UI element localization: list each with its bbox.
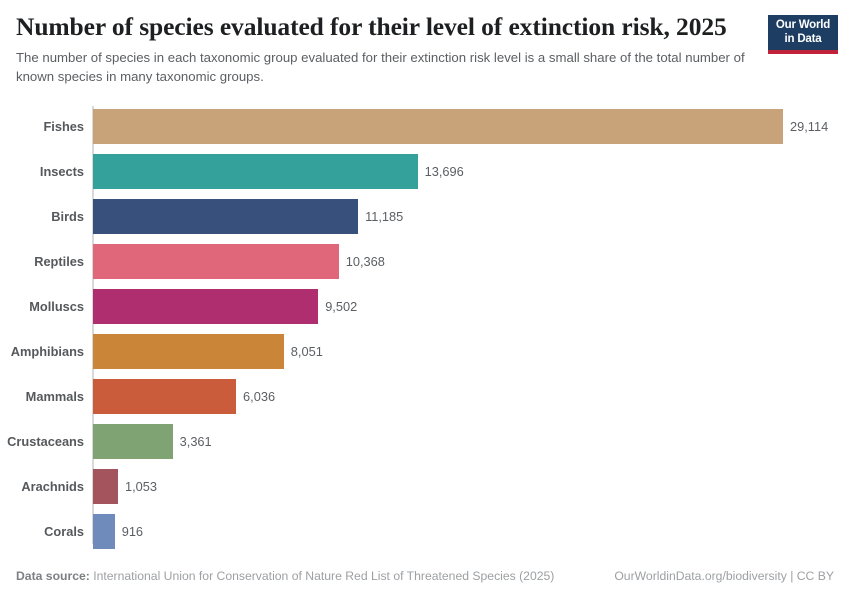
bar-wrapper: 13,696 [93,154,464,189]
bar[interactable] [93,334,284,369]
bar-value-label: 9,502 [325,299,358,314]
bar-category-label: Crustaceans [7,434,84,449]
bar-value-label: 8,051 [290,344,323,359]
bar-value-label: 29,114 [790,119,829,134]
bar-row[interactable]: Birds 11,185 [0,194,850,239]
y-axis-line [92,106,94,544]
bar-category-label: Corals [44,524,84,539]
bar-rows: Fishes 29,114 Insects 13,696 Birds 11,185 Rept… [0,104,850,554]
page-title: Number of species evaluated for their le… [16,12,727,41]
bar-wrapper: 6,036 [93,379,275,414]
bar-value-label: 3,361 [179,434,212,449]
bar-row[interactable]: Mammals 6,036 [0,374,850,419]
bar-row[interactable]: Molluscs 9,502 [0,284,850,329]
bar[interactable] [93,109,783,144]
bar[interactable] [93,424,173,459]
bar-category-label: Birds [51,209,84,224]
bar-row[interactable]: Fishes 29,114 [0,104,850,149]
data-source-text: International Union for Conservation of … [93,569,555,583]
plot-area: Fishes 29,114 Insects 13,696 Birds 11,185 Rept… [0,104,850,549]
bar-category-label: Mammals [25,389,84,404]
bar-row[interactable]: Crustaceans 3,361 [0,419,850,464]
bar-value-label: 11,185 [365,209,404,224]
bar-row[interactable]: Arachnids 1,053 [0,464,850,509]
bar[interactable] [93,289,319,324]
bar-row[interactable]: Amphibians 8,051 [0,329,850,374]
bar-value-label: 10,368 [345,254,385,269]
bar-row[interactable]: Corals 916 [0,509,850,554]
bar-category-label: Arachnids [21,479,84,494]
bar-category-label: Insects [39,164,84,179]
bar-row[interactable]: Reptiles 10,368 [0,239,850,284]
bar[interactable] [93,154,418,189]
attribution-link[interactable]: OurWorldinData.org/biodiversity | CC BY [614,569,834,583]
chart-subtitle: The number of species in each taxonomic … [16,50,745,84]
bar-wrapper: 1,053 [93,469,157,504]
bar-wrapper: 9,502 [93,289,357,324]
bar-wrapper: 11,185 [93,199,403,234]
bar-category-label: Amphibians [10,344,84,359]
bar-wrapper: 10,368 [93,244,385,279]
bar[interactable] [93,514,115,549]
data-source-label: Data source: [16,569,90,583]
bar-category-label: Fishes [43,119,84,134]
logo-line-1: Our World [775,19,831,31]
chart-header: Number of species evaluated for their le… [16,12,834,98]
chart-footer: Data source: International Union for Con… [16,568,834,588]
bar-wrapper: 8,051 [93,334,323,369]
bar-row[interactable]: Insects 13,696 [0,149,850,194]
bar-value-label: 916 [121,524,144,539]
bar-value-label: 1,053 [124,479,157,494]
bar-category-label: Molluscs [29,299,84,314]
bar-wrapper: 3,361 [93,424,212,459]
bar-value-label: 6,036 [243,389,276,404]
bar-wrapper: 29,114 [93,109,828,144]
bar[interactable] [93,379,237,414]
bar[interactable] [93,244,339,279]
bar-category-label: Reptiles [34,254,84,269]
bar[interactable] [93,469,118,504]
bar-wrapper: 916 [93,514,143,549]
our-world-in-data-logo[interactable]: Our World in Data [768,15,838,54]
logo-line-2: in Data [784,32,822,45]
bar[interactable] [93,199,359,234]
bar-value-label: 13,696 [424,164,464,179]
